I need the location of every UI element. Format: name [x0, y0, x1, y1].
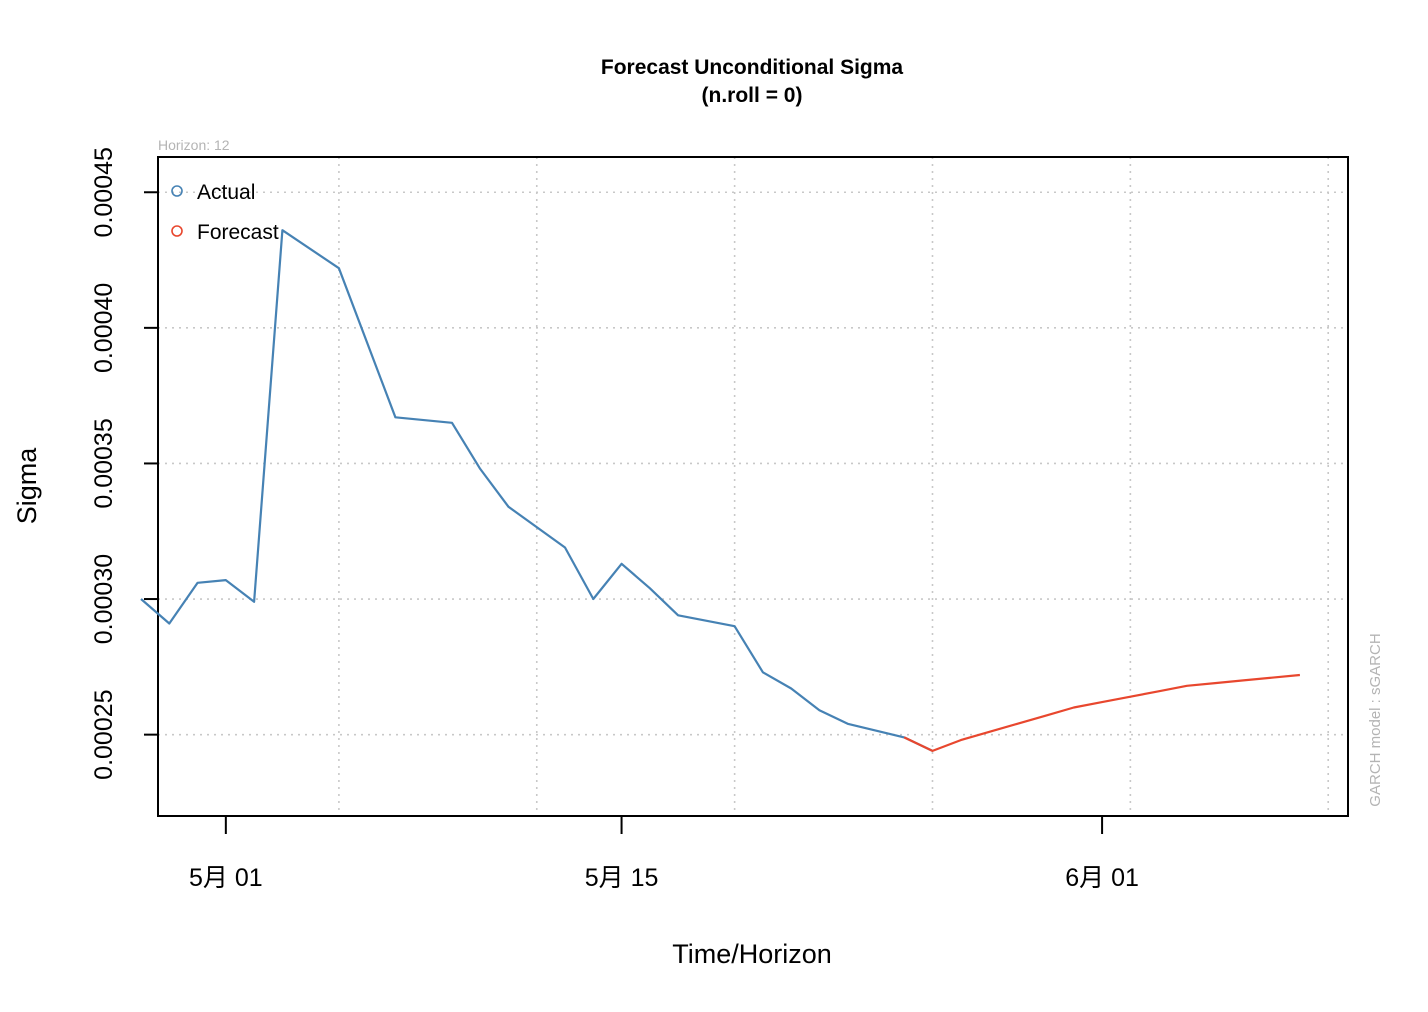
x-tick-label-1: 5月 15	[585, 864, 659, 892]
legend: Actual Forecast	[171, 181, 279, 244]
axis-ticks: 0.00025 0.00030 0.00035 0.00040 0.00045 5月 01…	[90, 147, 1139, 892]
x-tick-label-2: 6月 01	[1065, 864, 1139, 892]
y-tick-label-3: 0.00040	[90, 283, 118, 373]
y-axis-label: Sigma	[12, 447, 42, 525]
y-tick-label-1: 0.00030	[90, 554, 118, 644]
horizon-note: Horizon: 12	[158, 137, 230, 153]
series-line-forecast	[903, 673, 1301, 753]
x-axis-label: Time/Horizon	[672, 939, 832, 969]
series-line-actual	[140, 229, 933, 752]
y-tick-label-0: 0.00025	[90, 689, 118, 779]
series-lines	[140, 229, 1301, 753]
x-tick-label-0: 5月 01	[189, 864, 263, 892]
legend-marker-forecast	[171, 225, 183, 237]
chart-title: Forecast Unconditional Sigma	[601, 56, 904, 79]
model-note: GARCH model : sGARCH	[1367, 633, 1384, 806]
legend-marker-actual	[171, 185, 183, 197]
grid-lines	[158, 157, 1348, 816]
chart-subtitle: (n.roll = 0)	[702, 84, 803, 107]
legend-label-actual: Actual	[197, 181, 255, 204]
plot-frame	[157, 156, 1349, 817]
y-tick-label-2: 0.00035	[90, 418, 118, 508]
legend-label-forecast: Forecast	[197, 221, 279, 244]
y-tick-label-4: 0.00045	[90, 147, 118, 237]
